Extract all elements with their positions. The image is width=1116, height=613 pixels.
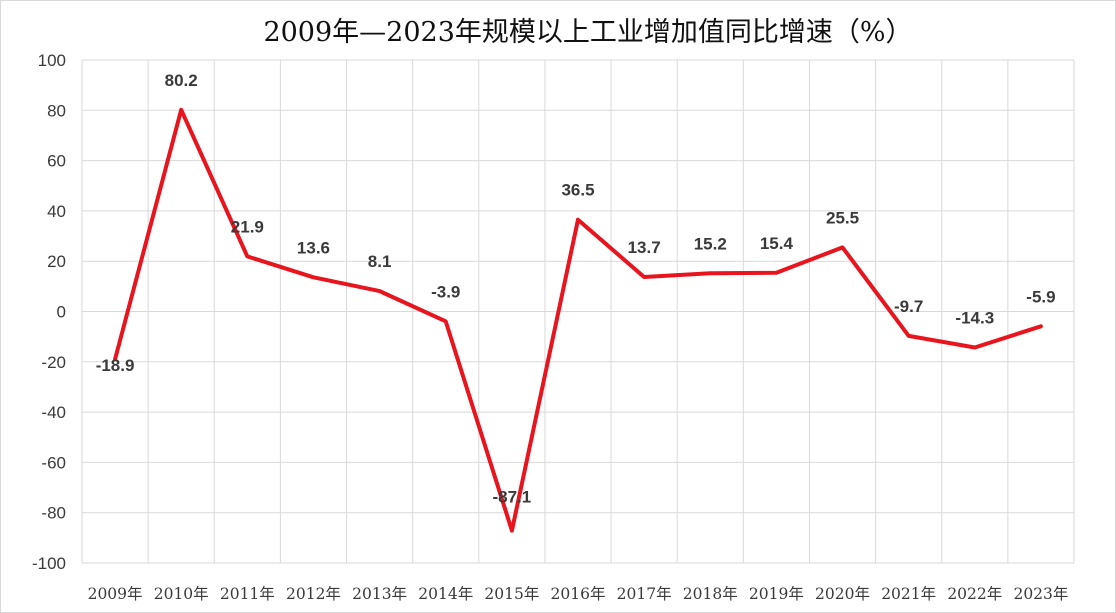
x-tick-label: 2016年 bbox=[551, 585, 606, 603]
y-tick-label: 60 bbox=[47, 152, 66, 171]
y-tick-label: 40 bbox=[47, 202, 66, 221]
y-tick-label: 20 bbox=[47, 252, 66, 271]
x-tick-label: 2017年 bbox=[617, 585, 672, 603]
gridlines bbox=[81, 59, 1075, 564]
series-line bbox=[113, 107, 1043, 533]
y-tick-label: -40 bbox=[41, 403, 66, 422]
x-tick-label: 2014年 bbox=[418, 585, 473, 603]
x-tick-label: 2021年 bbox=[881, 585, 936, 603]
y-tick-label: -20 bbox=[41, 353, 66, 372]
data-label: -18.9 bbox=[96, 356, 135, 375]
y-axis-ticks: 100 80 60 40 20 0 -20 -40 -60 -80 -100 bbox=[32, 51, 66, 573]
x-tick-label: 2020年 bbox=[815, 585, 870, 603]
data-label: -87.1 bbox=[492, 488, 531, 507]
y-tick-label: 80 bbox=[47, 101, 66, 120]
data-label: 15.2 bbox=[694, 234, 727, 253]
x-tick-label: 2022年 bbox=[947, 585, 1002, 603]
x-tick-label: 2010年 bbox=[154, 585, 209, 603]
x-tick-label: 2019年 bbox=[749, 585, 804, 603]
data-label: 8.1 bbox=[368, 252, 392, 271]
data-label: 25.5 bbox=[826, 208, 859, 227]
data-label: 21.9 bbox=[231, 217, 264, 236]
x-tick-label: 2011年 bbox=[220, 585, 275, 603]
y-tick-label: 100 bbox=[38, 51, 66, 70]
data-label: 36.5 bbox=[561, 181, 594, 200]
data-labels: -18.9 80.2 21.9 13.6 8.1 -3.9 -87.1 36.5 13.7 15.… bbox=[96, 71, 1056, 507]
x-tick-label: 2012年 bbox=[286, 585, 341, 603]
y-tick-label: -100 bbox=[32, 554, 66, 573]
data-label: -9.7 bbox=[894, 297, 923, 316]
data-label: 15.4 bbox=[760, 234, 794, 253]
chart-title: 2009年—2023年规模以上工业增加值同比增速（%） bbox=[263, 17, 912, 48]
y-tick-label: -60 bbox=[41, 453, 66, 472]
x-tick-label: 2009年 bbox=[88, 585, 143, 603]
data-label: 13.6 bbox=[297, 238, 330, 257]
data-label: -3.9 bbox=[431, 282, 460, 301]
data-label: -5.9 bbox=[1026, 287, 1055, 306]
data-label: 80.2 bbox=[165, 71, 198, 90]
x-tick-label: 2018年 bbox=[683, 585, 738, 603]
x-tick-label: 2023年 bbox=[1013, 585, 1068, 603]
y-tick-label: -80 bbox=[41, 504, 66, 523]
x-tick-label: 2015年 bbox=[484, 585, 539, 603]
x-axis-ticks: 2009年 2010年 2011年 2012年 2013年 2014年 2015年 2016年… bbox=[88, 585, 1069, 603]
y-tick-label: 0 bbox=[57, 303, 66, 322]
data-label: 13.7 bbox=[628, 238, 661, 257]
x-tick-label: 2013年 bbox=[352, 585, 407, 603]
data-label: -14.3 bbox=[955, 308, 994, 327]
